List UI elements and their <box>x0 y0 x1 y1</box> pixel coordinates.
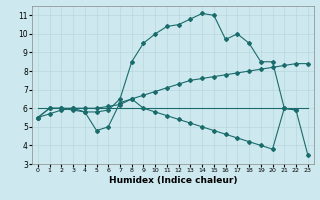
X-axis label: Humidex (Indice chaleur): Humidex (Indice chaleur) <box>108 176 237 185</box>
